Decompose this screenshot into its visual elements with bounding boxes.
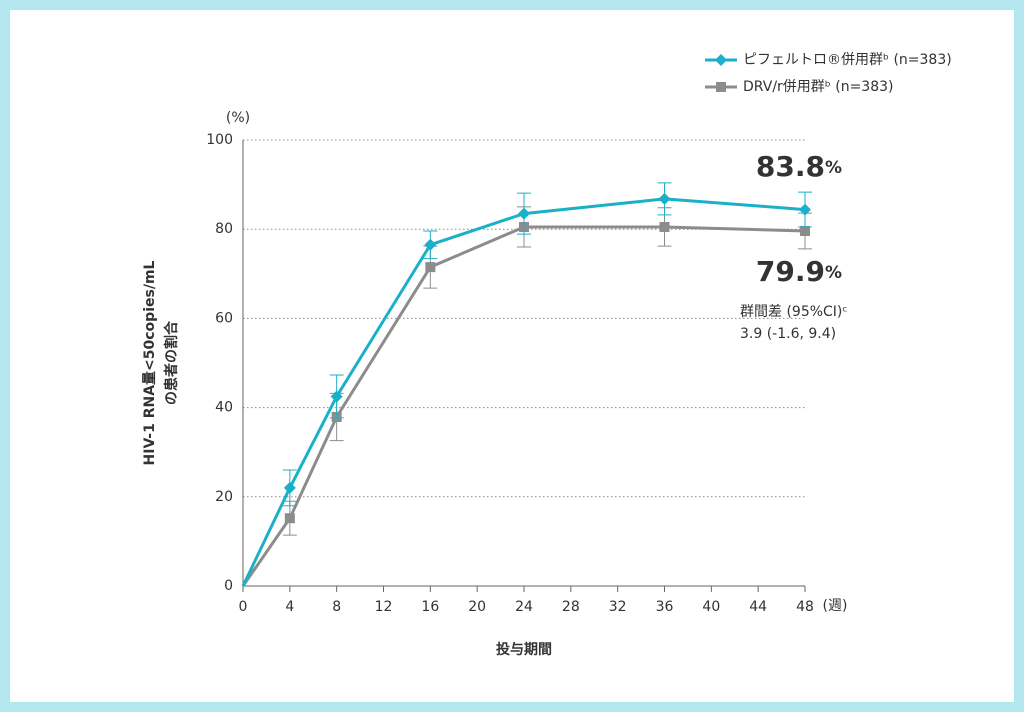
end-label-unit: % <box>825 263 842 283</box>
y-tick-label: 40 <box>215 400 233 416</box>
x-axis-title: 投与期間 <box>496 642 552 658</box>
marker <box>425 262 436 273</box>
marker <box>518 207 530 220</box>
marker <box>799 203 811 216</box>
marker <box>716 82 726 92</box>
x-tick-label: 36 <box>656 599 674 615</box>
y-unit: (%) <box>226 110 250 126</box>
x-tick-label: 4 <box>285 599 294 615</box>
marker <box>284 513 295 524</box>
y-tick-label: 80 <box>215 221 233 237</box>
x-tick-label: 32 <box>609 599 627 615</box>
marker <box>283 481 296 494</box>
marker <box>800 225 810 236</box>
difference-title: 群間差 (95%CI)ᶜ <box>740 304 848 320</box>
x-tick-label: 8 <box>332 599 341 615</box>
y-axis-title: HIV-1 RNA量<50copies/mL <box>142 260 158 465</box>
x-unit: (週) <box>823 598 848 614</box>
difference-value: 3.9 (-1.6, 9.4) <box>740 326 836 342</box>
x-tick-label: 16 <box>421 599 439 615</box>
marker <box>424 238 437 251</box>
x-tick-label: 40 <box>702 599 720 615</box>
y-tick-label: 20 <box>215 489 233 505</box>
x-tick-label: 28 <box>562 599 580 615</box>
end-label-value: 79.9 <box>756 255 825 288</box>
legend-label: ピフェルトロ®併用群ᵇ (n=383) <box>743 52 952 68</box>
y-tick-label: 0 <box>224 578 233 594</box>
x-tick-label: 0 <box>239 599 248 615</box>
x-tick-label: 12 <box>375 599 393 615</box>
y-axis-title: の患者の割合 <box>163 320 180 405</box>
y-tick-label: 60 <box>215 310 233 326</box>
end-label: 79.9% <box>756 255 842 288</box>
end-label-unit: % <box>825 158 842 178</box>
x-tick-label: 44 <box>749 599 767 615</box>
legend-label: DRV/r併用群ᵇ (n=383) <box>743 79 894 95</box>
series <box>241 182 812 587</box>
end-label: 83.8% <box>756 150 842 183</box>
x-tick-label: 48 <box>796 599 814 615</box>
y-tick-label: 100 <box>206 132 233 148</box>
x-tick-label: 24 <box>515 599 533 615</box>
marker <box>715 54 727 66</box>
marker <box>330 390 343 403</box>
marker <box>658 192 671 205</box>
marker <box>659 221 670 232</box>
x-tick-label: 20 <box>468 599 486 615</box>
end-label-value: 83.8 <box>756 150 825 183</box>
